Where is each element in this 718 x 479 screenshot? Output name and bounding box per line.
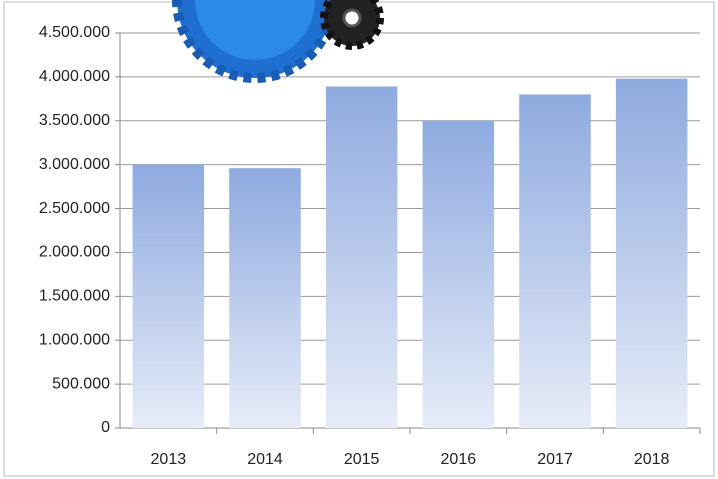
decorative-gears	[172, 0, 384, 83]
x-tick-label: 2015	[344, 451, 380, 468]
y-tick-label: 2.500.000	[39, 200, 110, 217]
bar	[422, 120, 495, 429]
blue-gear-face	[195, 0, 315, 60]
black-gear-hole	[342, 8, 362, 28]
y-tick-label: 3.500.000	[39, 112, 110, 129]
y-tick-label: 2.000.000	[39, 244, 110, 261]
y-tick-label: 1.000.000	[39, 331, 110, 348]
y-tick-label: 4.500.000	[39, 24, 110, 41]
y-tick-label: 1.500.000	[39, 288, 110, 305]
y-tick-label: 4.000.000	[39, 68, 110, 85]
x-tick-label: 2018	[634, 451, 670, 468]
bar	[132, 164, 205, 428]
bar	[229, 168, 301, 428]
y-tick-label: 500.000	[52, 375, 110, 392]
x-tick-label: 2016	[441, 451, 477, 468]
x-tick-label: 2017	[537, 451, 573, 468]
x-tick-label: 2013	[151, 451, 187, 468]
y-tick-label: 3.000.000	[39, 156, 110, 173]
bar	[519, 94, 591, 428]
bar	[325, 86, 398, 429]
plot-area: 0 500.000 1.000.000 1.500.000 2.000.000 2.500…	[39, 24, 701, 468]
y-tick-label: 0	[101, 419, 110, 436]
x-tick-label: 2014	[247, 451, 283, 468]
bar	[615, 78, 688, 429]
